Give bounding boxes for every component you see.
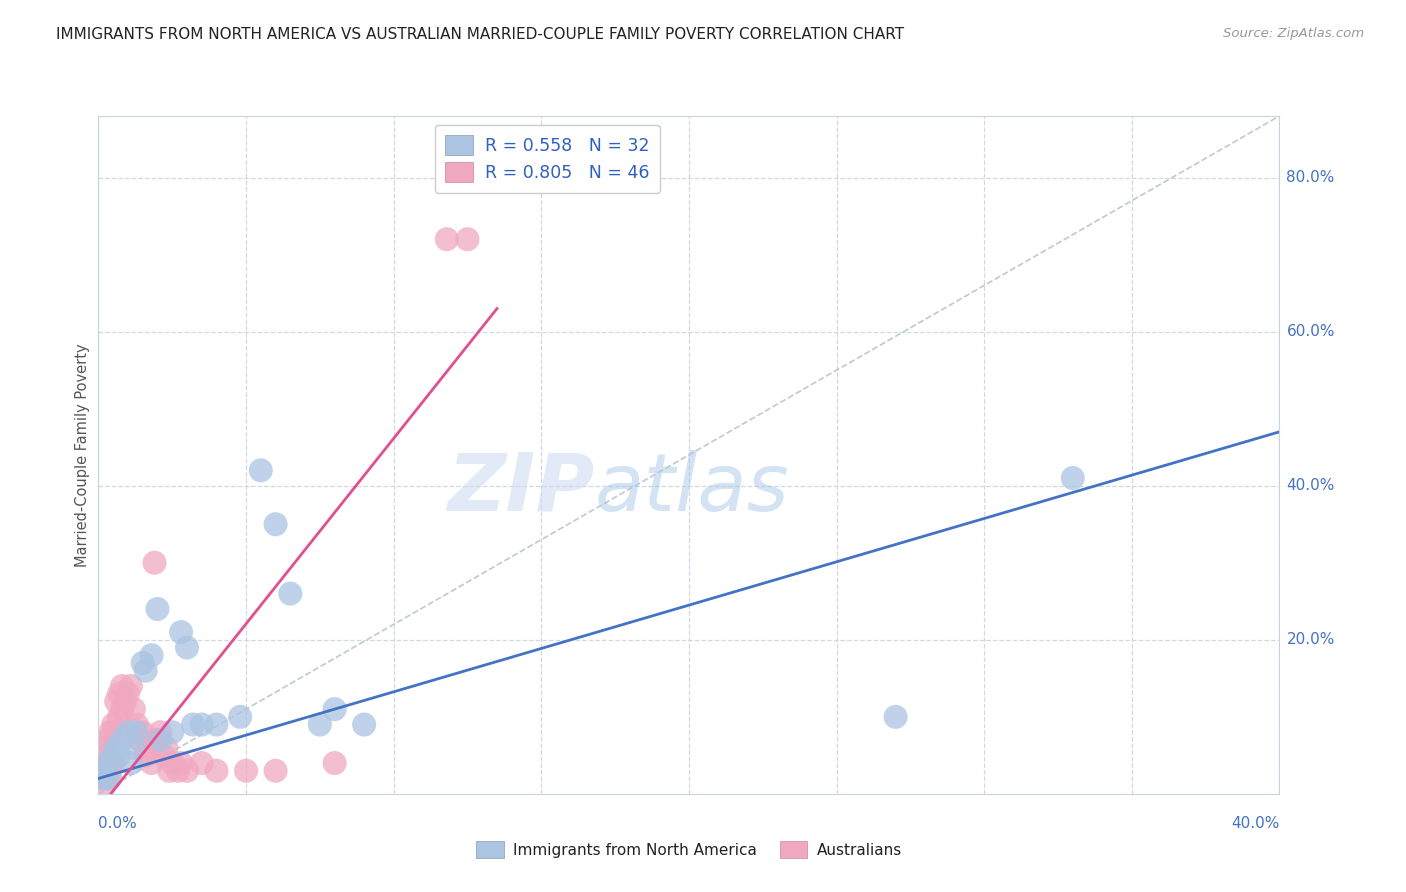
Text: 40.0%: 40.0% xyxy=(1232,816,1279,831)
Point xyxy=(103,748,125,763)
Point xyxy=(93,779,115,793)
Point xyxy=(176,640,198,655)
Text: ZIP: ZIP xyxy=(447,450,595,528)
Point xyxy=(105,725,128,739)
Point xyxy=(96,748,118,763)
Point xyxy=(122,702,145,716)
Point xyxy=(170,756,193,770)
Point xyxy=(170,625,193,640)
Point xyxy=(125,717,148,731)
Point xyxy=(146,733,169,747)
Point xyxy=(132,725,155,739)
Point xyxy=(96,733,118,747)
Point xyxy=(93,740,115,755)
Text: Source: ZipAtlas.com: Source: ZipAtlas.com xyxy=(1223,27,1364,40)
Point xyxy=(264,764,287,778)
Point xyxy=(135,664,157,678)
Text: IMMIGRANTS FROM NORTH AMERICA VS AUSTRALIAN MARRIED-COUPLE FAMILY POVERTY CORREL: IMMIGRANTS FROM NORTH AMERICA VS AUSTRAL… xyxy=(56,27,904,42)
Y-axis label: Married-Couple Family Poverty: Married-Couple Family Poverty xyxy=(75,343,90,566)
Text: atlas: atlas xyxy=(595,450,789,528)
Point xyxy=(141,756,163,770)
Point xyxy=(120,679,142,693)
Text: 80.0%: 80.0% xyxy=(1286,170,1334,185)
Point xyxy=(191,717,214,731)
Point xyxy=(157,764,180,778)
Point xyxy=(143,733,166,747)
Text: 0.0%: 0.0% xyxy=(98,816,138,831)
Point xyxy=(108,710,131,724)
Point xyxy=(132,656,155,670)
Point xyxy=(229,710,252,724)
Point xyxy=(122,740,145,755)
Point xyxy=(103,717,125,731)
Point xyxy=(884,710,907,724)
Point xyxy=(235,764,257,778)
Point xyxy=(323,702,346,716)
Point xyxy=(176,764,198,778)
Point xyxy=(111,679,134,693)
Point xyxy=(98,772,121,786)
Point xyxy=(93,772,115,786)
Point xyxy=(205,764,228,778)
Point xyxy=(1062,471,1084,485)
Point xyxy=(96,772,118,786)
Point xyxy=(205,717,228,731)
Point xyxy=(149,725,172,739)
Point xyxy=(143,556,166,570)
Point xyxy=(456,232,478,246)
Point xyxy=(98,725,121,739)
Text: 60.0%: 60.0% xyxy=(1286,324,1334,339)
Point xyxy=(191,756,214,770)
Point xyxy=(128,733,150,747)
Point xyxy=(155,740,177,755)
Point xyxy=(108,687,131,701)
Point xyxy=(264,517,287,532)
Point xyxy=(90,764,112,778)
Legend: Immigrants from North America, Australians: Immigrants from North America, Australia… xyxy=(470,835,908,864)
Point xyxy=(117,725,139,739)
Point xyxy=(90,764,112,778)
Point xyxy=(108,748,131,763)
Point xyxy=(309,717,332,731)
Point xyxy=(90,772,112,786)
Point xyxy=(103,756,125,770)
Point xyxy=(152,748,174,763)
Point xyxy=(162,756,183,770)
Point xyxy=(353,717,375,731)
Point xyxy=(135,748,157,763)
Point xyxy=(323,756,346,770)
Point xyxy=(120,756,142,770)
Point xyxy=(111,702,134,716)
Point xyxy=(111,733,134,747)
Point xyxy=(138,740,160,755)
Text: 20.0%: 20.0% xyxy=(1286,632,1334,648)
Point xyxy=(250,463,273,477)
Point xyxy=(141,648,163,663)
Point xyxy=(98,764,121,778)
Point xyxy=(105,740,128,755)
Point xyxy=(162,725,183,739)
Text: 40.0%: 40.0% xyxy=(1286,478,1334,493)
Point xyxy=(278,586,302,600)
Point xyxy=(149,733,172,747)
Point xyxy=(105,694,128,708)
Point xyxy=(93,756,115,770)
Point xyxy=(167,764,190,778)
Point xyxy=(114,694,136,708)
Point xyxy=(436,232,458,246)
Point xyxy=(146,602,169,616)
Point xyxy=(96,756,118,770)
Point xyxy=(117,687,139,701)
Point xyxy=(125,725,148,739)
Point xyxy=(181,717,204,731)
